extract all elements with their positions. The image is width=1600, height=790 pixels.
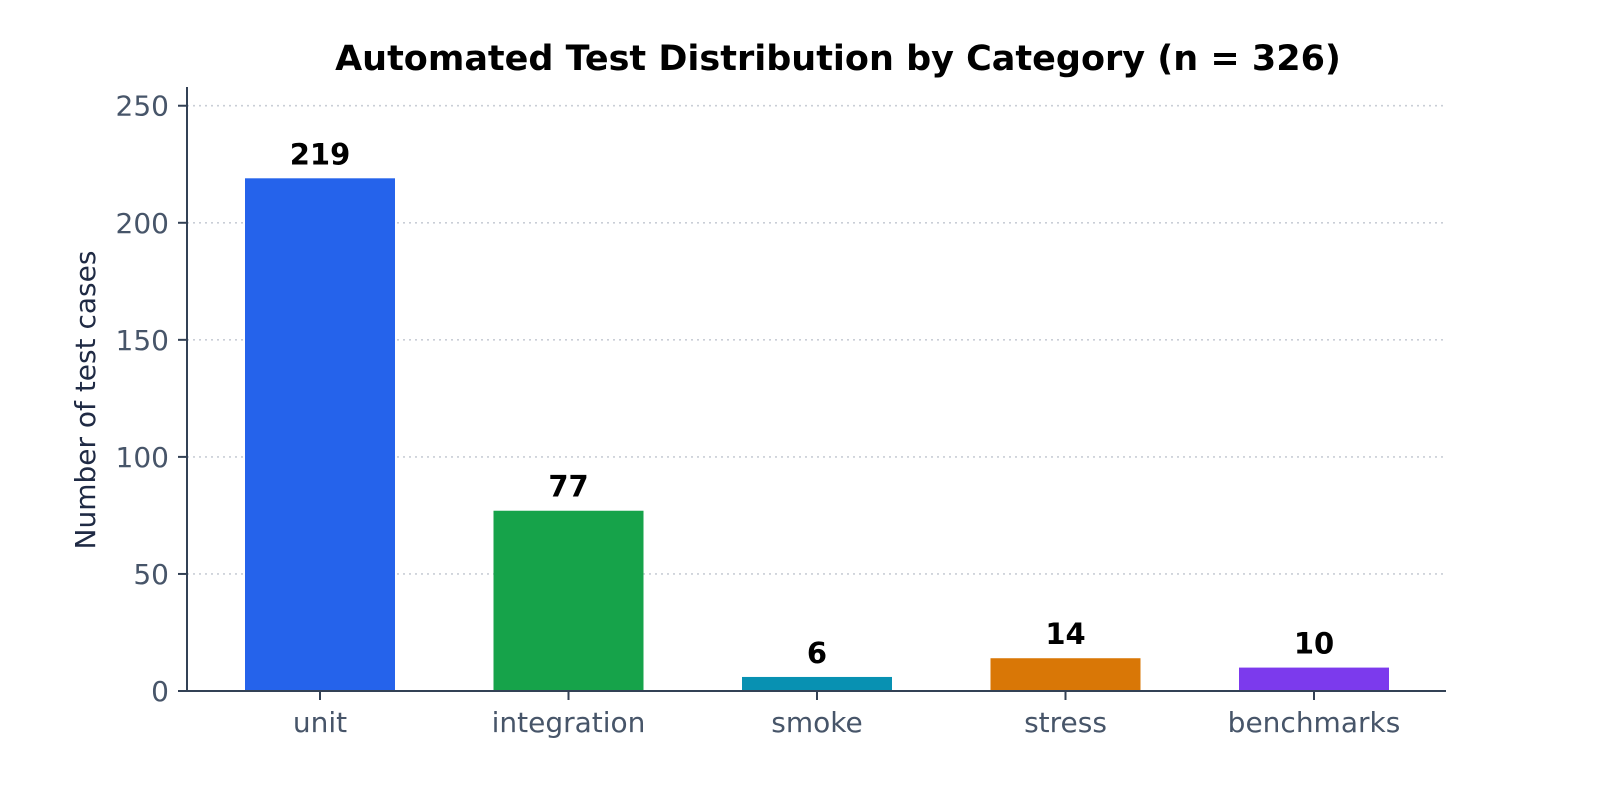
data-label-unit: 219 (290, 137, 351, 171)
bar-benchmarks (1239, 667, 1389, 691)
bar-stress (990, 658, 1141, 691)
y-tick-label: 0 (151, 675, 169, 708)
data-label-benchmarks: 10 (1294, 627, 1334, 661)
data-labels: 219 77 6 14 10 (290, 137, 1334, 670)
x-tick-label-stress: stress (1024, 706, 1107, 739)
y-axis-label: Number of test cases (69, 251, 102, 550)
data-label-integration: 77 (548, 470, 588, 504)
axes: 0 50 100 150 200 250 unit integration smoke stres… (116, 87, 1446, 739)
bar-unit (245, 178, 395, 692)
y-tick-label: 250 (116, 90, 169, 123)
y-tick-label: 100 (116, 441, 169, 474)
data-label-smoke: 6 (807, 636, 827, 670)
chart-title: Automated Test Distribution by Category … (335, 39, 1341, 79)
data-label-stress: 14 (1045, 617, 1085, 651)
y-tick-label: 200 (116, 207, 169, 240)
bar-integration (493, 510, 644, 691)
y-tick-label: 50 (133, 558, 169, 591)
bar-smoke (742, 676, 892, 691)
x-tick-label-benchmarks: benchmarks (1228, 706, 1401, 739)
x-tick-label-unit: unit (293, 706, 347, 739)
y-tick-label: 150 (116, 324, 169, 357)
bars (245, 178, 1389, 692)
x-tick-label-smoke: smoke (771, 706, 862, 739)
x-tick-label-integration: integration (492, 706, 646, 739)
